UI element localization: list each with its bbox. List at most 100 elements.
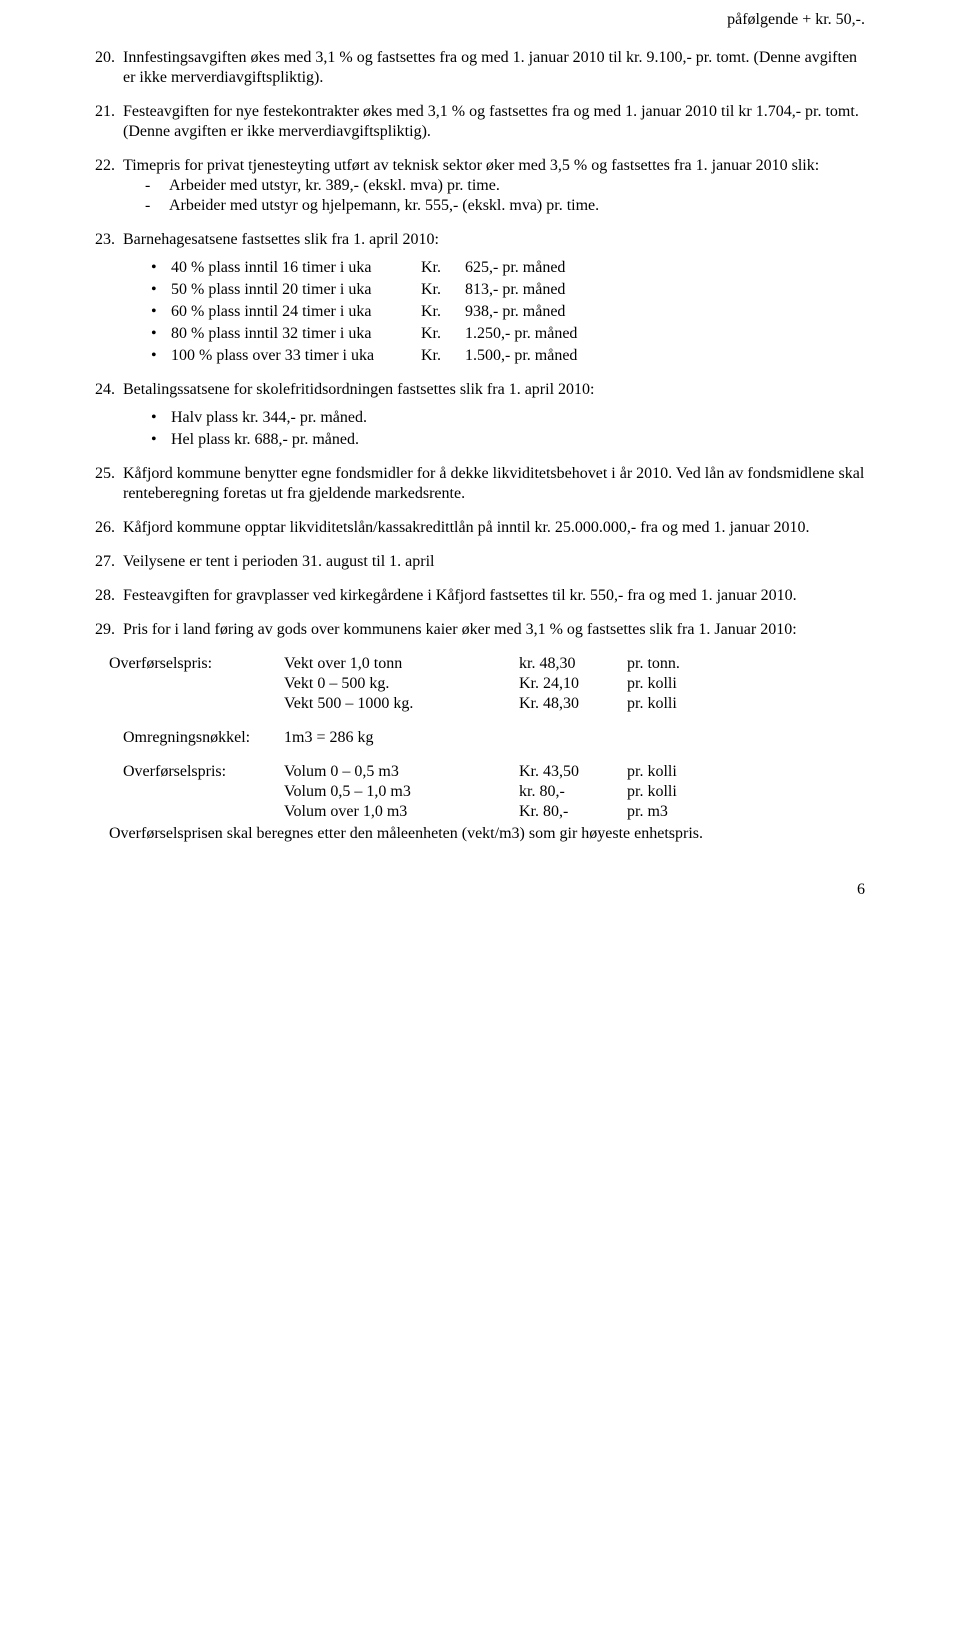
- row-value: 1m3 = 286 kg: [284, 728, 519, 748]
- row-unit: pr. tonn.: [627, 654, 680, 674]
- footer-paragraph: Overførselsprisen skal beregnes etter de…: [95, 824, 865, 844]
- row-desc: Vekt 500 – 1000 kg.: [284, 694, 519, 714]
- item-21: 21. Festeavgiften for nye festekontrakte…: [95, 102, 865, 142]
- item-number: 25.: [95, 464, 123, 504]
- item-text: Festeavgiften for nye festekontrakter øk…: [123, 102, 865, 142]
- list-item: • 50 % plass inntil 20 timer i uka Kr. 8…: [151, 280, 865, 300]
- row-unit: pr. kolli: [627, 782, 677, 802]
- col-amount: 1.500,- pr. måned: [465, 346, 577, 366]
- list-item: • Halv plass kr. 344,- pr. måned.: [151, 408, 865, 428]
- bullet-icon: •: [151, 280, 171, 300]
- bullet-icon: •: [151, 302, 171, 322]
- col-kr: Kr.: [421, 258, 465, 278]
- row-price: Kr. 80,-: [519, 802, 627, 822]
- row-desc: Vekt 0 – 500 kg.: [284, 674, 519, 694]
- row-unit: pr. m3: [627, 802, 668, 822]
- item-24: 24. Betalingssatsene for skolefritidsord…: [95, 380, 865, 400]
- item-text: Betalingssatsene for skolefritidsordning…: [123, 380, 865, 400]
- row-unit: pr. kolli: [627, 762, 677, 782]
- transfer-price-1: Overførselspris: Vekt over 1,0 tonn kr. …: [95, 654, 865, 714]
- col-kr: Kr.: [421, 302, 465, 322]
- col-desc: 60 % plass inntil 24 timer i uka: [171, 302, 421, 322]
- item-text: Kåfjord kommune benytter egne fondsmidle…: [123, 464, 865, 504]
- dash-icon: -: [145, 176, 169, 196]
- item-29: 29. Pris for i land føring av gods over …: [95, 620, 865, 640]
- conversion-key: Omregningsnøkkel: 1m3 = 286 kg: [95, 728, 865, 748]
- item-text: Pris for i land føring av gods over komm…: [123, 620, 865, 640]
- row-label: Overførselspris:: [109, 654, 284, 674]
- row-label: Omregningsnøkkel:: [123, 728, 284, 748]
- item-text: Timepris for privat tjenesteyting utført…: [123, 156, 865, 216]
- col-kr: Kr.: [421, 324, 465, 344]
- table-row: Volum 0,5 – 1,0 m3 kr. 80,- pr. kolli: [123, 782, 865, 802]
- row-price: kr. 48,30: [519, 654, 627, 674]
- item-number: 22.: [95, 156, 123, 216]
- list-item: • 80 % plass inntil 32 timer i uka Kr. 1…: [151, 324, 865, 344]
- item-number: 26.: [95, 518, 123, 538]
- table-row: Vekt 500 – 1000 kg. Kr. 48,30 pr. kolli: [109, 694, 865, 714]
- item-27: 27. Veilysene er tent i perioden 31. aug…: [95, 552, 865, 572]
- row-price: Kr. 24,10: [519, 674, 627, 694]
- list-item: • 60 % plass inntil 24 timer i uka Kr. 9…: [151, 302, 865, 322]
- document-page: påfølgende + kr. 50,-. 20. Innfestingsav…: [0, 0, 960, 950]
- item-number: 29.: [95, 620, 123, 640]
- list-item: - Arbeider med utstyr og hjelpemann, kr.…: [145, 196, 865, 216]
- bullet-icon: •: [151, 346, 171, 366]
- item-number: 23.: [95, 230, 123, 250]
- col-desc: 50 % plass inntil 20 timer i uka: [171, 280, 421, 300]
- col-kr: Kr.: [421, 280, 465, 300]
- item-number: 20.: [95, 48, 123, 88]
- row-label: Overførselspris:: [123, 762, 284, 782]
- row-price: Kr. 48,30: [519, 694, 627, 714]
- col-kr: Kr.: [421, 346, 465, 366]
- item-number: 28.: [95, 586, 123, 606]
- item-text: Veilysene er tent i perioden 31. august …: [123, 552, 865, 572]
- list-item: • Hel plass kr. 688,- pr. måned.: [151, 430, 865, 450]
- item-text: Festeavgiften for gravplasser ved kirkeg…: [123, 586, 865, 606]
- bullet-icon: •: [151, 408, 171, 428]
- col-amount: 938,- pr. måned: [465, 302, 565, 322]
- table-row: Omregningsnøkkel: 1m3 = 286 kg: [123, 728, 865, 748]
- col-amount: 1.250,- pr. måned: [465, 324, 577, 344]
- sub-text: Arbeider med utstyr, kr. 389,- (ekskl. m…: [169, 176, 500, 196]
- item-20: 20. Innfestingsavgiften økes med 3,1 % o…: [95, 48, 865, 88]
- col-amount: 625,- pr. måned: [465, 258, 565, 278]
- item-24-bullets: • Halv plass kr. 344,- pr. måned. • Hel …: [95, 408, 865, 450]
- header-note: påfølgende + kr. 50,-.: [95, 10, 865, 30]
- row-unit: pr. kolli: [627, 674, 677, 694]
- row-price: kr. 80,-: [519, 782, 627, 802]
- item-text: Innfestingsavgiften økes med 3,1 % og fa…: [123, 48, 865, 88]
- row-desc: Volum 0,5 – 1,0 m3: [284, 782, 519, 802]
- item-25: 25. Kåfjord kommune benytter egne fondsm…: [95, 464, 865, 504]
- item-23: 23. Barnehagesatsene fastsettes slik fra…: [95, 230, 865, 250]
- table-row: Overførselspris: Vekt over 1,0 tonn kr. …: [109, 654, 865, 674]
- table-row: Volum over 1,0 m3 Kr. 80,- pr. m3: [123, 802, 865, 822]
- list-item: • 100 % plass over 33 timer i uka Kr. 1.…: [151, 346, 865, 366]
- item-number: 24.: [95, 380, 123, 400]
- item-number: 27.: [95, 552, 123, 572]
- bullet-icon: •: [151, 258, 171, 278]
- dash-icon: -: [145, 196, 169, 216]
- table-row: Vekt 0 – 500 kg. Kr. 24,10 pr. kolli: [109, 674, 865, 694]
- item-22: 22. Timepris for privat tjenesteyting ut…: [95, 156, 865, 216]
- col-desc: Hel plass kr. 688,- pr. måned.: [171, 430, 359, 450]
- sub-text: Arbeider med utstyr og hjelpemann, kr. 5…: [169, 196, 599, 216]
- row-desc: Volum 0 – 0,5 m3: [284, 762, 519, 782]
- col-desc: Halv plass kr. 344,- pr. måned.: [171, 408, 367, 428]
- col-desc: 80 % plass inntil 32 timer i uka: [171, 324, 421, 344]
- row-desc: Vekt over 1,0 tonn: [284, 654, 519, 674]
- page-number: 6: [95, 880, 865, 900]
- row-price: Kr. 43,50: [519, 762, 627, 782]
- list-item: - Arbeider med utstyr, kr. 389,- (ekskl.…: [145, 176, 865, 196]
- item-text: Kåfjord kommune opptar likviditetslån/ka…: [123, 518, 865, 538]
- item-26: 26. Kåfjord kommune opptar likviditetslå…: [95, 518, 865, 538]
- item-22-sublist: - Arbeider med utstyr, kr. 389,- (ekskl.…: [123, 176, 865, 216]
- item-text: Barnehagesatsene fastsettes slik fra 1. …: [123, 230, 865, 250]
- item-23-bullets: • 40 % plass inntil 16 timer i uka Kr. 6…: [95, 258, 865, 366]
- table-row: Overførselspris: Volum 0 – 0,5 m3 Kr. 43…: [123, 762, 865, 782]
- item-28: 28. Festeavgiften for gravplasser ved ki…: [95, 586, 865, 606]
- col-amount: 813,- pr. måned: [465, 280, 565, 300]
- list-item: • 40 % plass inntil 16 timer i uka Kr. 6…: [151, 258, 865, 278]
- bullet-icon: •: [151, 430, 171, 450]
- col-desc: 100 % plass over 33 timer i uka: [171, 346, 421, 366]
